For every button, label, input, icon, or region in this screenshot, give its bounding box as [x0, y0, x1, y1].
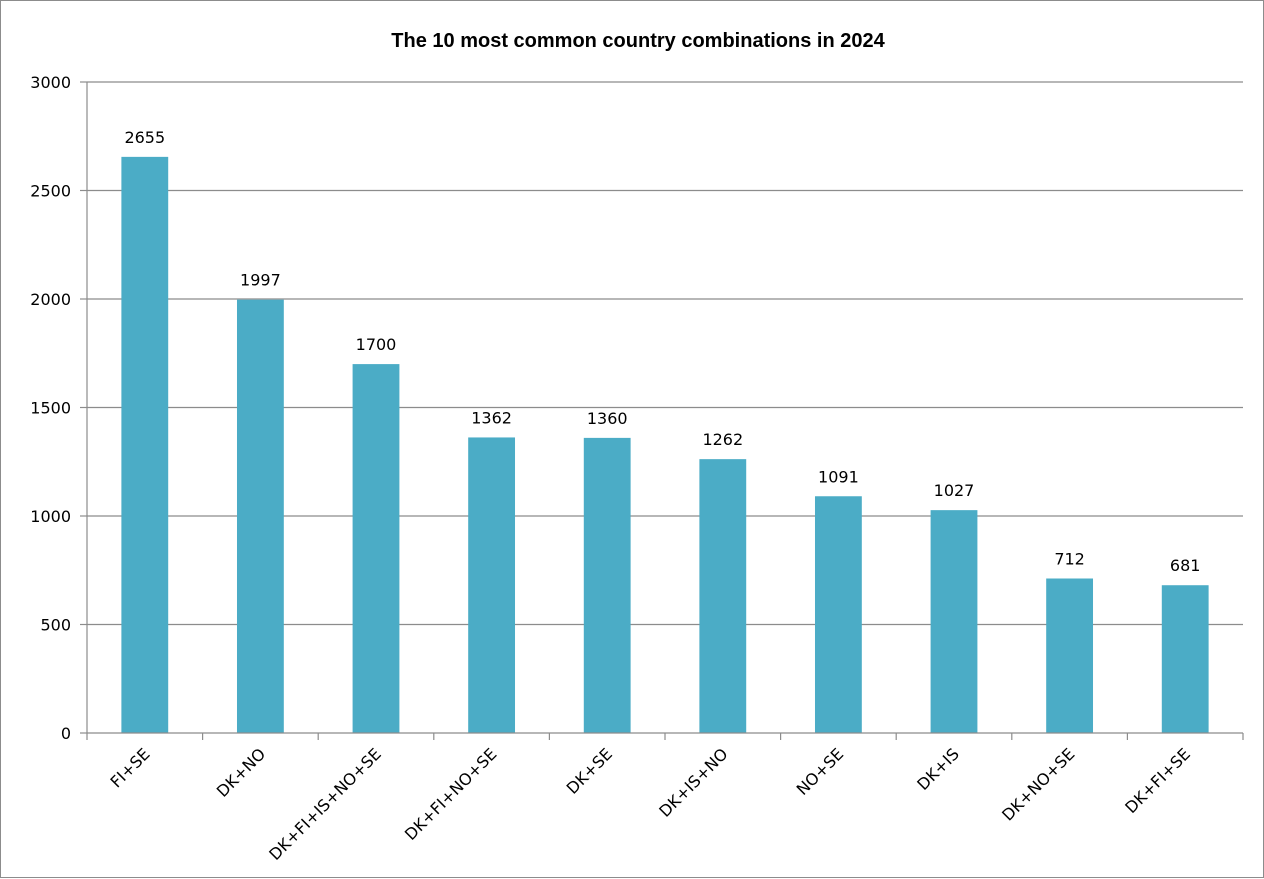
chart-title: The 10 most common country combinations … — [391, 30, 885, 52]
bar — [236, 299, 284, 733]
y-axis-ticks: 0 500 1000 1500 2000 2500 3000 — [30, 73, 71, 743]
data-label: 1997 — [240, 271, 281, 290]
data-label: 1091 — [818, 467, 859, 486]
bar — [352, 364, 400, 733]
data-label: 1700 — [356, 335, 397, 354]
y-tick-label: 3000 — [30, 73, 71, 92]
y-tick-label: 500 — [40, 616, 71, 635]
data-labels: 2655 1997 1700 1362 1360 1262 1091 1027 712 681 — [124, 128, 1200, 575]
bar — [583, 437, 631, 733]
bar — [1046, 578, 1094, 733]
axes — [80, 81, 1244, 740]
bar — [814, 496, 862, 733]
x-tick-label: DK+FI+SE — [1121, 744, 1194, 817]
y-tick-label: 2500 — [30, 182, 71, 201]
x-tick-label: DK+NO — [213, 744, 269, 800]
y-tick-label: 2000 — [30, 290, 71, 309]
bar — [121, 156, 169, 734]
x-tick-label: DK+FI+NO+SE — [401, 744, 501, 844]
data-label: 2655 — [124, 128, 165, 147]
bars — [121, 156, 1209, 734]
x-tick-label: NO+SE — [793, 744, 848, 799]
x-tick-label: FI+SE — [107, 744, 154, 791]
x-tick-label: DK+IS+NO — [655, 744, 731, 820]
data-label: 1027 — [934, 481, 975, 500]
y-tick-label: 1500 — [30, 399, 71, 418]
bar — [930, 510, 978, 733]
x-tick-label: DK+SE — [563, 744, 616, 797]
x-tick-label: DK+FI+IS+NO+SE — [265, 744, 385, 864]
data-label: 1362 — [471, 408, 512, 427]
data-label: 1262 — [702, 430, 743, 449]
y-tick-label: 0 — [61, 724, 71, 743]
y-tick-label: 1000 — [30, 507, 71, 526]
data-label: 681 — [1170, 556, 1201, 575]
data-label: 712 — [1054, 549, 1085, 568]
x-tick-label: DK+NO+SE — [998, 744, 1078, 824]
bar — [1161, 585, 1209, 733]
data-label: 1360 — [587, 409, 628, 428]
x-tick-label: DK+IS — [913, 744, 963, 794]
bar — [468, 437, 516, 733]
bar — [699, 459, 747, 733]
